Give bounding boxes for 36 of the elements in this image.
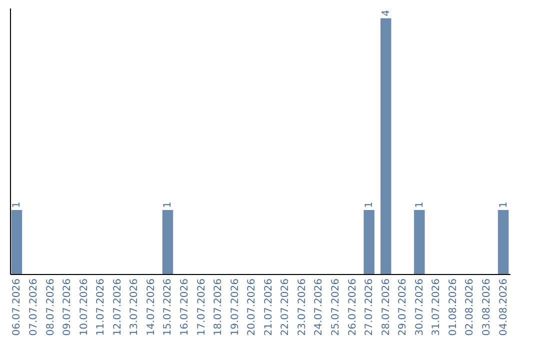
x-tick-label: 15.07.2026: [162, 278, 174, 336]
x-tick-label: 02.08.2026: [464, 278, 476, 336]
data-label: 1: [364, 202, 376, 208]
x-tick-label: 26.07.2026: [347, 278, 358, 336]
x-tick-label: 03.08.2026: [482, 278, 493, 336]
data-label: 1: [498, 202, 510, 208]
x-tick-label: 28.07.2026: [380, 278, 392, 336]
x-tick-label: 08.07.2026: [45, 278, 56, 336]
x-tick-label: 14.07.2026: [146, 278, 157, 336]
x-tick-label: 11.07.2026: [96, 278, 107, 336]
x-tick-label: 12.07.2026: [112, 278, 124, 336]
x-tick-label: 17.07.2026: [196, 278, 208, 336]
data-label: 1: [414, 202, 426, 208]
x-tick-label: 27.07.2026: [364, 278, 376, 336]
x-tick-label: 10.07.2026: [78, 278, 90, 336]
x-tick-label: 18.07.2026: [213, 278, 224, 336]
x-tick-label: 04.08.2026: [498, 278, 510, 336]
x-tick-label: 30.07.2026: [414, 278, 426, 336]
x-tick-label: 31.07.2026: [431, 278, 442, 336]
x-tick-label: 16.07.2026: [179, 278, 190, 336]
data-label: 4: [380, 10, 392, 16]
x-tick-label: 20.07.2026: [246, 278, 258, 336]
x-tick-label: 01.08.2026: [448, 278, 459, 336]
x-tick-label: 19.07.2026: [230, 278, 241, 336]
x-tick-label: 07.07.2026: [28, 278, 40, 336]
x-tick-label: 09.07.2026: [62, 278, 74, 336]
data-label: 1: [12, 202, 23, 208]
x-tick-label: 29.07.2026: [398, 278, 409, 336]
x-tick-label: 21.07.2026: [263, 278, 274, 336]
x-tick-label: 23.07.2026: [296, 278, 308, 336]
x-tick-label: 06.07.2026: [12, 278, 23, 336]
x-tick-label: 22.07.2026: [280, 278, 292, 336]
data-label: 1: [162, 202, 174, 208]
x-tick-label: 24.07.2026: [314, 278, 325, 336]
x-tick-label: 25.07.2026: [330, 278, 342, 336]
x-tick-label: 13.07.2026: [129, 278, 140, 336]
